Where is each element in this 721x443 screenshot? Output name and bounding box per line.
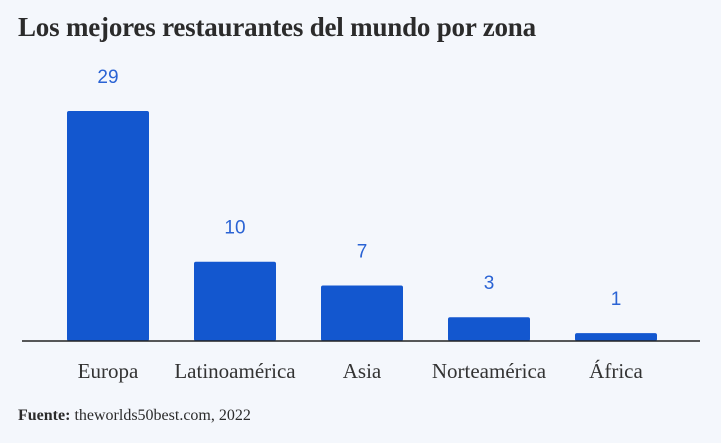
data-label: 1 (611, 289, 622, 310)
x-tick-label: Asia (343, 359, 382, 383)
data-label: 10 (224, 218, 245, 239)
chart-title: Los mejores restaurantes del mundo por z… (18, 12, 536, 42)
data-label: 7 (357, 241, 368, 262)
x-tick-label: África (589, 359, 643, 383)
bar (67, 111, 149, 341)
bar (321, 285, 403, 341)
source-text: theworlds50best.com, 2022 (74, 407, 251, 424)
bars-group: 29 Europa 10 Latinoamérica 7 Asia 3 Norteaméric… (67, 67, 657, 383)
source-note: Fuente: theworlds50best.com, 2022 (18, 407, 251, 425)
bar (448, 317, 530, 341)
bar (575, 333, 657, 341)
x-tick-label: Europa (78, 359, 139, 383)
data-label: 29 (97, 67, 118, 88)
data-label: 3 (484, 273, 495, 294)
bar (194, 261, 276, 341)
x-tick-label: Latinoamérica (174, 359, 296, 383)
x-tick-label: Norteamérica (432, 359, 547, 383)
source-label: Fuente: (18, 407, 71, 424)
